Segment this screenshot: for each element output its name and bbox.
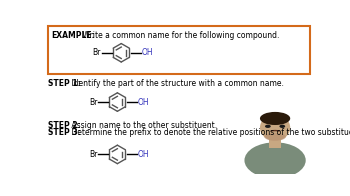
Text: Br: Br: [93, 48, 101, 57]
FancyBboxPatch shape: [269, 136, 281, 148]
Text: Determine the prefix to denote the relative positions of the two substituents.: Determine the prefix to denote the relat…: [69, 128, 350, 137]
Text: Br: Br: [89, 98, 97, 107]
Ellipse shape: [265, 125, 271, 128]
Text: EXAMPLE:: EXAMPLE:: [51, 31, 95, 40]
Text: STEP 3:: STEP 3:: [48, 128, 80, 137]
Text: Write a common name for the following compound.: Write a common name for the following co…: [80, 31, 280, 40]
Ellipse shape: [279, 125, 285, 128]
FancyBboxPatch shape: [48, 26, 309, 74]
Ellipse shape: [260, 112, 290, 125]
Text: STEP 2:: STEP 2:: [48, 121, 80, 130]
Text: Assign name to the other substituent.: Assign name to the other substituent.: [69, 121, 217, 130]
Text: Identify the part of the structure with a common name.: Identify the part of the structure with …: [69, 79, 284, 88]
Text: Br: Br: [89, 150, 97, 159]
Text: OH: OH: [141, 48, 153, 57]
Text: OH: OH: [138, 98, 149, 107]
Ellipse shape: [260, 114, 290, 141]
FancyBboxPatch shape: [239, 107, 311, 172]
Text: OH: OH: [138, 150, 149, 159]
Ellipse shape: [264, 133, 286, 141]
Text: STEP 1:: STEP 1:: [48, 79, 80, 88]
Ellipse shape: [244, 142, 306, 178]
